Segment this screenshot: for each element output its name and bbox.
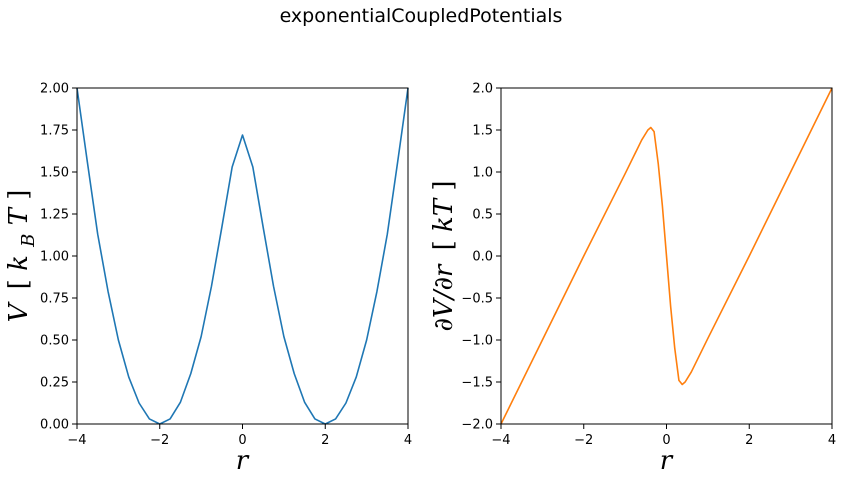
left-ytick-label: 2.00 [40, 82, 69, 97]
left-ylabel-close: ] [4, 190, 34, 200]
left-ytick-label: 0.50 [40, 334, 69, 349]
right-ytick-label: 0.5 [472, 208, 493, 223]
right-series-line-0 [500, 87, 833, 425]
left-xtick-label: 4 [404, 433, 412, 448]
right-ylabel-main: ∂V/∂r [429, 263, 459, 331]
left-ylabel-var2: T [4, 206, 34, 225]
right-ytick-label: −1.0 [461, 334, 493, 349]
left-ytick-label: 1.00 [40, 250, 69, 265]
right-ytick-label: −0.5 [461, 292, 493, 307]
right-ylabel-var: kT [429, 197, 459, 232]
left-curve-group [76, 87, 409, 425]
right-xtick-label: 0 [662, 433, 670, 448]
right-curve-group [500, 87, 833, 425]
left-series-line-0 [76, 87, 409, 425]
right-ytick-label: 1.5 [472, 124, 493, 139]
left-ytick-label: 1.75 [40, 124, 69, 139]
left-ylabel-sub: B [18, 234, 39, 248]
left-xticks: −4 −2 0 2 4 [67, 424, 412, 448]
left-panel: −4 −2 0 2 4 0.00 0.25 0.50 0.75 1.00 1.25 1.50 1.75… [4, 82, 412, 477]
left-ytick-label: 1.25 [40, 208, 69, 223]
figure-title: exponentialCoupledPotentials [280, 5, 563, 27]
right-xticks: −4 −2 0 2 4 [491, 424, 836, 448]
left-xtick-label: −4 [67, 433, 86, 448]
right-xtick-label: 2 [745, 433, 753, 448]
left-ytick-label: 0.75 [40, 292, 69, 307]
left-xlabel: r [236, 446, 250, 476]
right-xlabel: r [660, 446, 674, 476]
right-ylabel: ∂V/∂r [ kT ] [429, 180, 459, 331]
left-xtick-label: 2 [321, 433, 329, 448]
right-xtick-label: −2 [574, 433, 593, 448]
right-ylabel-open: [ [429, 240, 459, 250]
right-yticks: −2.0 −1.5 −1.0 −0.5 0.0 0.5 1.0 1.5 2.0 [461, 82, 501, 433]
left-ytick-label: 0.00 [40, 418, 69, 433]
left-axes-frame [76, 87, 409, 425]
right-ytick-label: 0.0 [472, 250, 493, 265]
left-ytick-label: 0.25 [40, 376, 69, 391]
left-ylabel: V [ k B T ] [4, 190, 41, 323]
right-ytick-label: 2.0 [472, 82, 493, 97]
left-ylabel-main: V [4, 301, 34, 322]
left-ytick-label: 1.50 [40, 166, 69, 181]
right-ytick-label: −1.5 [461, 376, 493, 391]
right-ytick-label: 1.0 [472, 166, 493, 181]
right-ylabel-close: ] [429, 180, 459, 190]
left-xtick-label: −2 [150, 433, 169, 448]
right-xtick-label: 4 [828, 433, 836, 448]
right-xtick-label: −4 [491, 433, 510, 448]
left-xtick-label: 0 [238, 433, 246, 448]
left-ylabel-open: [ [4, 279, 34, 289]
right-panel: −4 −2 0 2 4 −2.0−1.5−1.0−0.50.00.51.01.52.0 … [429, 82, 836, 477]
left-yticks: 0.00 0.25 0.50 0.75 1.00 1.25 1.50 1.75 2.00 [40, 82, 77, 433]
right-ytick-label: −2.0 [461, 418, 493, 433]
left-ylabel-var: k [4, 255, 34, 271]
